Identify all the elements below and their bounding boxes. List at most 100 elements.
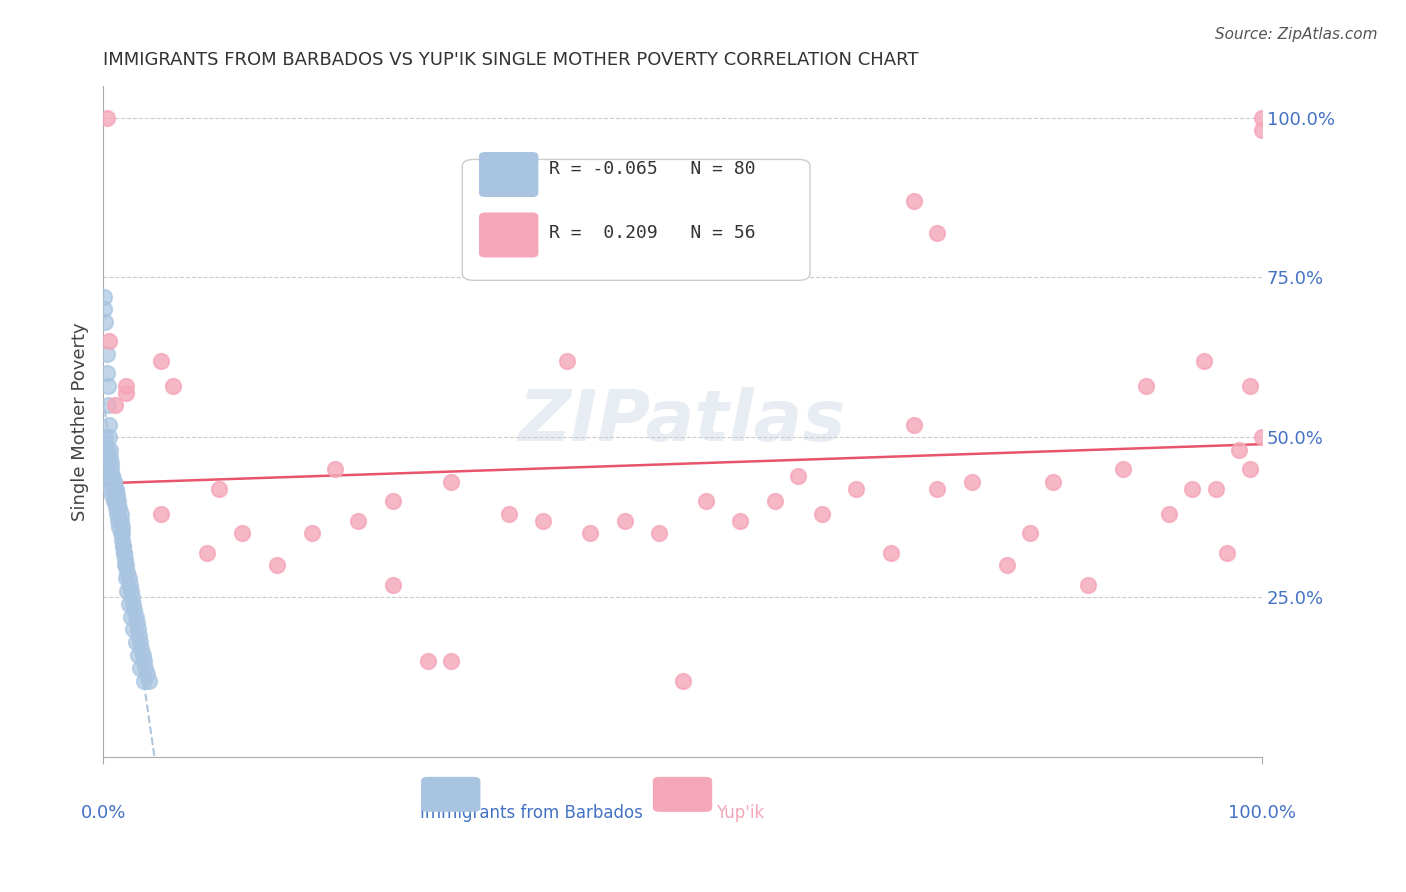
Point <box>104 482 127 496</box>
Point <box>121 591 143 605</box>
Point <box>124 609 146 624</box>
Point <box>111 539 134 553</box>
Point <box>98 475 121 490</box>
Point <box>100 456 122 470</box>
Text: 100.0%: 100.0% <box>1227 805 1296 822</box>
Point <box>440 654 463 668</box>
Point <box>107 494 129 508</box>
Point <box>613 514 636 528</box>
Point <box>101 468 124 483</box>
Point <box>1251 430 1274 444</box>
Point <box>104 488 127 502</box>
Point <box>94 437 117 451</box>
Point <box>117 597 139 611</box>
Point <box>845 482 868 496</box>
Point <box>266 558 288 573</box>
Point <box>111 539 134 553</box>
Point <box>128 629 150 643</box>
Point <box>1181 482 1204 496</box>
Text: IMMIGRANTS FROM BARBADOS VS YUP'IK SINGLE MOTHER POVERTY CORRELATION CHART: IMMIGRANTS FROM BARBADOS VS YUP'IK SINGL… <box>103 51 918 69</box>
Point <box>301 526 323 541</box>
Point <box>111 526 134 541</box>
Point <box>112 546 135 560</box>
Point <box>1042 475 1064 490</box>
Point <box>101 488 124 502</box>
Point <box>97 456 120 470</box>
Point <box>533 514 555 528</box>
Point <box>1216 546 1239 560</box>
FancyBboxPatch shape <box>654 778 711 811</box>
Point <box>381 577 404 591</box>
Point <box>323 462 346 476</box>
Point <box>117 565 139 579</box>
Point <box>648 526 671 541</box>
Point <box>118 577 141 591</box>
Point <box>97 417 120 432</box>
Point <box>114 552 136 566</box>
Point <box>197 546 219 560</box>
Point <box>134 661 156 675</box>
Point <box>104 482 127 496</box>
Point <box>104 482 127 496</box>
Point <box>115 571 138 585</box>
Point <box>498 508 520 522</box>
Point <box>104 494 127 508</box>
Point <box>93 290 115 304</box>
Point <box>100 482 122 496</box>
Point <box>136 667 159 681</box>
Point <box>103 475 125 490</box>
Point <box>107 514 129 528</box>
Point <box>103 475 125 490</box>
Point <box>1019 526 1042 541</box>
Point <box>103 494 125 508</box>
Point <box>124 603 146 617</box>
FancyBboxPatch shape <box>479 153 537 196</box>
Point <box>97 468 120 483</box>
Point <box>927 482 949 496</box>
Point <box>1077 577 1099 591</box>
Point <box>115 558 138 573</box>
Point <box>381 494 404 508</box>
Point <box>787 468 810 483</box>
Point <box>695 494 717 508</box>
Point <box>110 526 132 541</box>
Point <box>150 508 173 522</box>
Point <box>122 597 145 611</box>
Text: Source: ZipAtlas.com: Source: ZipAtlas.com <box>1215 27 1378 42</box>
Point <box>1112 462 1135 476</box>
Point <box>903 417 925 432</box>
Point <box>1251 123 1274 137</box>
Point <box>97 379 120 393</box>
Point <box>730 514 752 528</box>
Point <box>927 226 949 240</box>
Point <box>96 367 118 381</box>
Point <box>1239 379 1261 393</box>
Text: Yup'ik: Yup'ik <box>716 805 765 822</box>
Point <box>671 673 693 688</box>
Point <box>111 533 134 547</box>
Point <box>105 494 128 508</box>
Point <box>111 520 134 534</box>
Point <box>1251 111 1274 125</box>
Point <box>108 500 131 515</box>
Point <box>97 334 120 349</box>
Point <box>440 475 463 490</box>
Point <box>96 347 118 361</box>
Point <box>98 443 121 458</box>
Point <box>150 353 173 368</box>
Y-axis label: Single Mother Poverty: Single Mother Poverty <box>72 322 89 521</box>
Point <box>1159 508 1181 522</box>
Point <box>1192 353 1215 368</box>
Point <box>117 584 139 599</box>
Point <box>105 508 128 522</box>
Point <box>127 648 149 662</box>
Point <box>115 385 138 400</box>
Point <box>125 615 148 630</box>
Point <box>101 468 124 483</box>
Text: R = -0.065   N = 80: R = -0.065 N = 80 <box>550 161 756 178</box>
Point <box>416 654 439 668</box>
Point <box>129 661 152 675</box>
Point <box>231 526 253 541</box>
Point <box>208 482 231 496</box>
Point <box>94 315 117 329</box>
